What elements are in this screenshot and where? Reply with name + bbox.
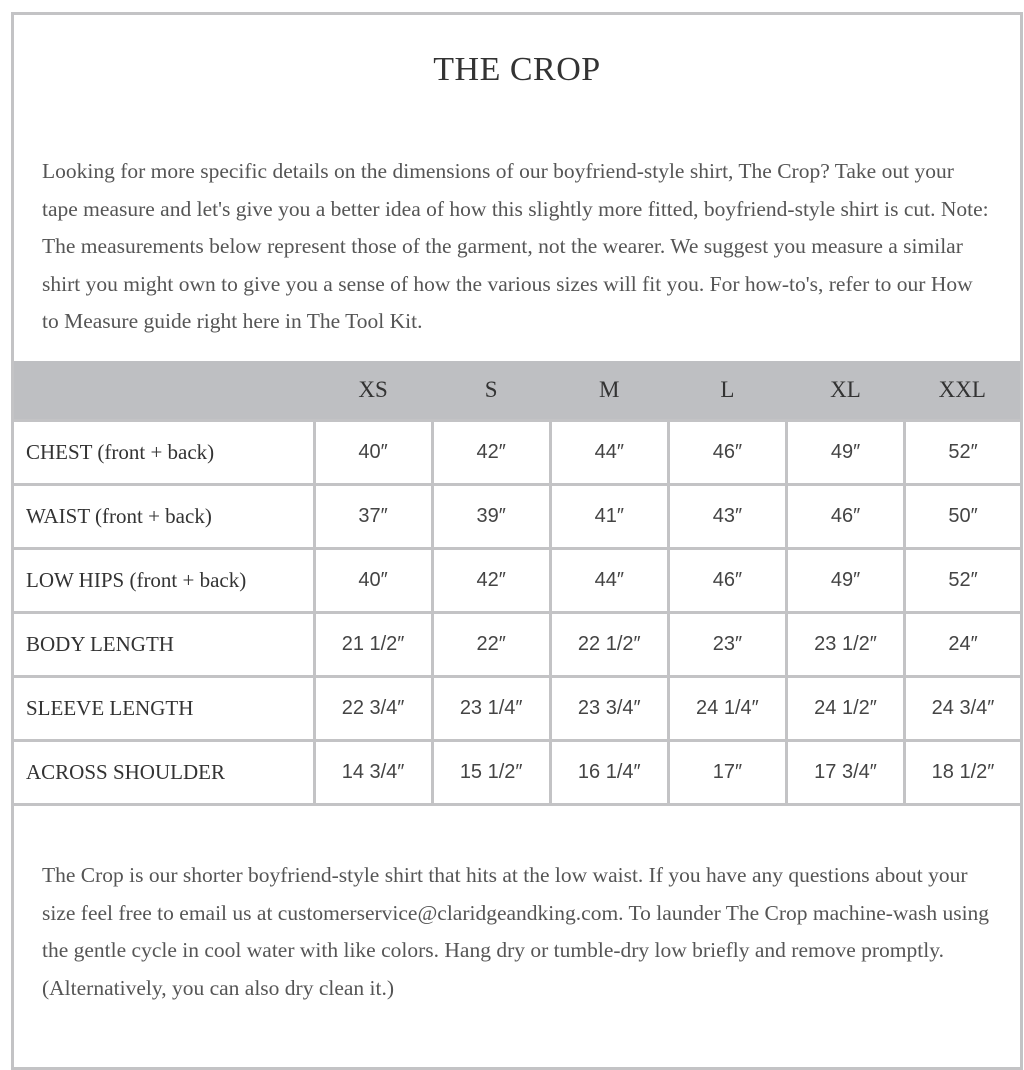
measurement-value: 42″ — [430, 547, 552, 614]
measurement-value: 24 1/2″ — [784, 675, 907, 742]
measurement-label: SLEEVE LENGTH — [14, 675, 316, 742]
measurement-value: 22 3/4″ — [312, 675, 434, 742]
measurement-value: 46″ — [666, 547, 788, 614]
size-header: XXL — [904, 361, 1020, 421]
measurement-value: 17 3/4″ — [784, 739, 907, 806]
table-row: WAIST (front + back) 37″ 39″ 41″ 43″ 46″ 50″ — [14, 483, 1020, 550]
measurement-value: 23 1/4″ — [430, 675, 552, 742]
measurement-label: WAIST (front + back) — [14, 483, 316, 550]
measurement-value: 49″ — [784, 419, 907, 486]
intro-text: Looking for more specific details on the… — [42, 159, 989, 333]
care-text: The Crop is our shorter boyfriend-style … — [42, 863, 990, 1000]
measurement-value: 23″ — [666, 611, 788, 678]
size-header: XS — [314, 361, 433, 421]
measurement-value: 24 1/4″ — [666, 675, 788, 742]
measurement-label: LOW HIPS (front + back) — [14, 547, 316, 614]
measurement-value: 39″ — [430, 483, 552, 550]
measurement-value: 37″ — [312, 483, 434, 550]
size-chart-table: XS S M L XL XXL CHEST (front + back) 40″ 4… — [14, 361, 1020, 806]
measurement-value: 44″ — [548, 419, 670, 486]
measurement-value: 14 3/4″ — [312, 739, 434, 806]
measurement-value: 15 1/2″ — [430, 739, 552, 806]
measurement-value: 24″ — [903, 611, 1020, 678]
measurement-value: 17″ — [666, 739, 788, 806]
measurement-value: 52″ — [903, 419, 1020, 486]
measurement-value: 46″ — [784, 483, 907, 550]
measurement-value: 22 1/2″ — [548, 611, 670, 678]
table-row: CHEST (front + back) 40″ 42″ 44″ 46″ 49″ 52″ — [14, 419, 1020, 486]
measurement-value: 21 1/2″ — [312, 611, 434, 678]
measurement-value: 22″ — [430, 611, 552, 678]
measurement-value: 42″ — [430, 419, 552, 486]
table-row: SLEEVE LENGTH 22 3/4″ 23 1/4″ 23 3/4″ 24 1/4… — [14, 675, 1020, 742]
measurement-value: 16 1/4″ — [548, 739, 670, 806]
table-row: ACROSS SHOULDER 14 3/4″ 15 1/2″ 16 1/4″ 17″ 1… — [14, 739, 1020, 806]
measurement-value: 49″ — [784, 547, 907, 614]
measurement-value: 23 1/2″ — [784, 611, 907, 678]
size-header: L — [668, 361, 787, 421]
page-title: THE CROP — [433, 51, 601, 88]
table-row: LOW HIPS (front + back) 40″ 42″ 44″ 46″ 49″ 52… — [14, 547, 1020, 614]
measurement-value: 52″ — [903, 547, 1020, 614]
measurement-value: 23 3/4″ — [548, 675, 670, 742]
table-row: BODY LENGTH 21 1/2″ 22″ 22 1/2″ 23″ 23 1/2″ 24… — [14, 611, 1020, 678]
measurement-value: 40″ — [312, 419, 434, 486]
measurement-value: 18 1/2″ — [903, 739, 1020, 806]
size-header-row: XS S M L XL XXL — [14, 361, 1020, 421]
measurement-value: 44″ — [548, 547, 670, 614]
size-header: S — [432, 361, 551, 421]
measurement-label: CHEST (front + back) — [14, 419, 316, 486]
measurement-label: ACROSS SHOULDER — [14, 739, 316, 806]
header-empty-cell — [14, 361, 314, 421]
size-header: M — [550, 361, 669, 421]
measurement-value: 50″ — [903, 483, 1020, 550]
measurement-value: 24 3/4″ — [903, 675, 1020, 742]
measurement-value: 43″ — [666, 483, 788, 550]
measurement-value: 46″ — [666, 419, 788, 486]
size-header: XL — [786, 361, 905, 421]
size-guide-panel: THE CROP Looking for more specific detai… — [11, 12, 1023, 1070]
measurement-value: 40″ — [312, 547, 434, 614]
measurement-label: BODY LENGTH — [14, 611, 316, 678]
measurement-value: 41″ — [548, 483, 670, 550]
